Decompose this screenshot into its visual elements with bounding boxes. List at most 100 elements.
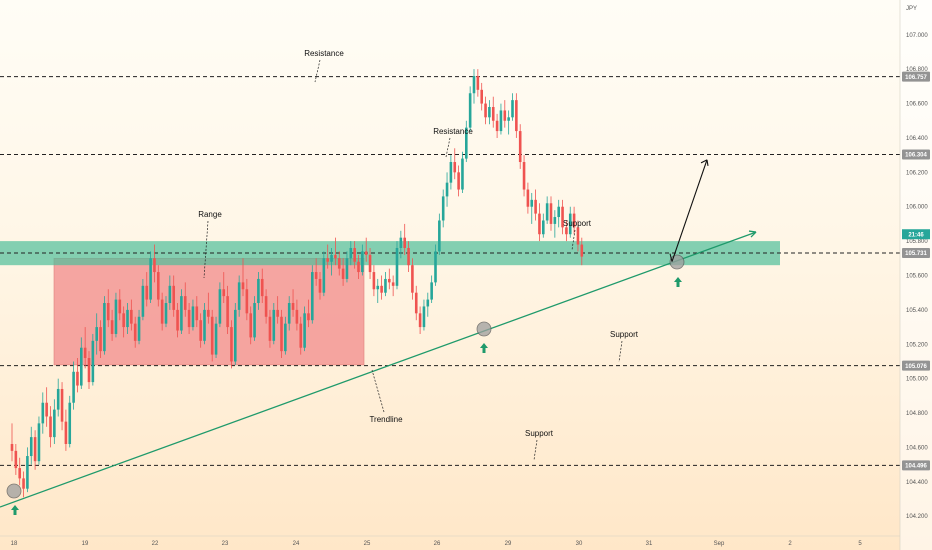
x-tick-10: Sep [714, 541, 725, 547]
candle-body-147 [576, 227, 580, 245]
candle-body-49 [199, 320, 202, 341]
candle-body-42 [172, 285, 175, 310]
candle-body-148 [580, 244, 584, 257]
candle-body-74 [295, 309, 299, 324]
x-tick-2: 22 [152, 541, 159, 547]
projection-arrow [671, 159, 708, 262]
candle-body-133 [522, 162, 526, 190]
y-tick-11: 104.800 [906, 411, 928, 417]
candle-body-44 [180, 296, 183, 331]
candle-body-3 [22, 478, 25, 489]
candle-body-69 [276, 309, 279, 317]
candle-body-67 [268, 316, 272, 341]
candle-body-76 [303, 313, 306, 348]
candle-body-47 [191, 306, 195, 328]
candle-body-45 [183, 296, 187, 310]
candle-body-95 [376, 285, 380, 290]
candle-body-21 [91, 340, 95, 383]
support-zone [0, 241, 780, 266]
resistance-label-1-pointer [314, 59, 321, 83]
candle-body-25 [106, 303, 110, 321]
candle-body-66 [264, 296, 268, 317]
candle-body-81 [322, 258, 326, 293]
candle-body-93 [368, 254, 372, 273]
candle-body-51 [207, 309, 210, 317]
candle-body-84 [334, 254, 337, 259]
x-tick-4: 24 [293, 541, 300, 547]
candle-body-114 [449, 162, 453, 183]
candle-body-107 [422, 306, 426, 328]
touch-point-2 [476, 321, 492, 337]
candle-body-5 [29, 437, 33, 457]
candle-body-34 [141, 285, 145, 317]
candle-body-10 [49, 416, 52, 438]
candle-body-6 [33, 437, 37, 462]
candle-body-108 [426, 299, 430, 307]
candle-body-83 [330, 254, 333, 262]
y-tick-8: 105.400 [906, 308, 928, 314]
candle-body-1 [14, 450, 18, 469]
x-tick-5: 25 [364, 541, 371, 547]
candle-body-127 [499, 110, 503, 132]
trendline [0, 231, 757, 508]
candle-body-129 [507, 117, 510, 121]
resistance-label-2: Resistance [433, 127, 473, 136]
candle-body-110 [434, 251, 437, 283]
candle-body-60 [241, 282, 245, 290]
support-label-3: Support [525, 429, 554, 438]
candle-body-65 [260, 278, 264, 297]
candle-body-99 [391, 282, 395, 286]
y-tick-2: 106.600 [906, 102, 928, 108]
candle-body-126 [495, 120, 499, 132]
y-tick-12: 104.600 [906, 445, 928, 451]
resistance-label-1: Resistance [304, 49, 344, 58]
candle-body-72 [287, 303, 291, 324]
candle-body-78 [311, 272, 314, 321]
candle-body-35 [145, 285, 149, 300]
candle-body-27 [114, 299, 118, 334]
x-tick-9: 31 [646, 541, 653, 547]
candle-body-104 [411, 265, 414, 293]
candle-body-145 [568, 213, 572, 235]
candle-body-132 [518, 131, 522, 163]
candle-body-15 [68, 402, 72, 444]
touch-point-1-up-arrow-icon [11, 505, 19, 515]
candle-body-122 [480, 89, 483, 104]
touch-point-3 [669, 254, 685, 270]
candle-body-80 [318, 278, 322, 293]
candle-body-79 [314, 272, 318, 279]
candle-body-136 [534, 199, 537, 214]
candle-body-17 [76, 371, 79, 386]
x-tick-11: 2 [788, 541, 792, 547]
candle-body-33 [137, 316, 141, 341]
candle-body-20 [87, 358, 91, 383]
projection-arrow-tail [669, 253, 673, 262]
candle-body-4 [26, 456, 29, 489]
y-tick-0: 107.000 [906, 33, 928, 39]
candle-body-18 [80, 347, 83, 386]
x-tick-7: 29 [505, 541, 512, 547]
candle-body-57 [230, 327, 233, 362]
candle-body-0 [10, 443, 14, 451]
candle-body-31 [130, 309, 133, 324]
candle-body-23 [99, 327, 102, 352]
candle-body-50 [203, 309, 206, 341]
candle-body-19 [83, 347, 87, 359]
candle-body-48 [195, 306, 199, 321]
y-tick-7: 105.600 [906, 274, 928, 280]
candle-body-100 [395, 247, 399, 286]
candle-body-12 [56, 388, 60, 410]
candle-body-43 [176, 309, 179, 331]
x-tick-6: 26 [434, 541, 441, 547]
candle-body-125 [491, 107, 495, 121]
candle-body-88 [349, 247, 353, 259]
candle-body-138 [542, 220, 545, 235]
candle-body-55 [222, 289, 226, 297]
candle-body-90 [357, 261, 360, 273]
candle-body-118 [465, 127, 468, 159]
candle-body-82 [326, 258, 329, 262]
y-tick-13: 104.400 [906, 480, 928, 486]
candle-body-14 [64, 421, 68, 444]
range-label: Range [198, 210, 222, 219]
